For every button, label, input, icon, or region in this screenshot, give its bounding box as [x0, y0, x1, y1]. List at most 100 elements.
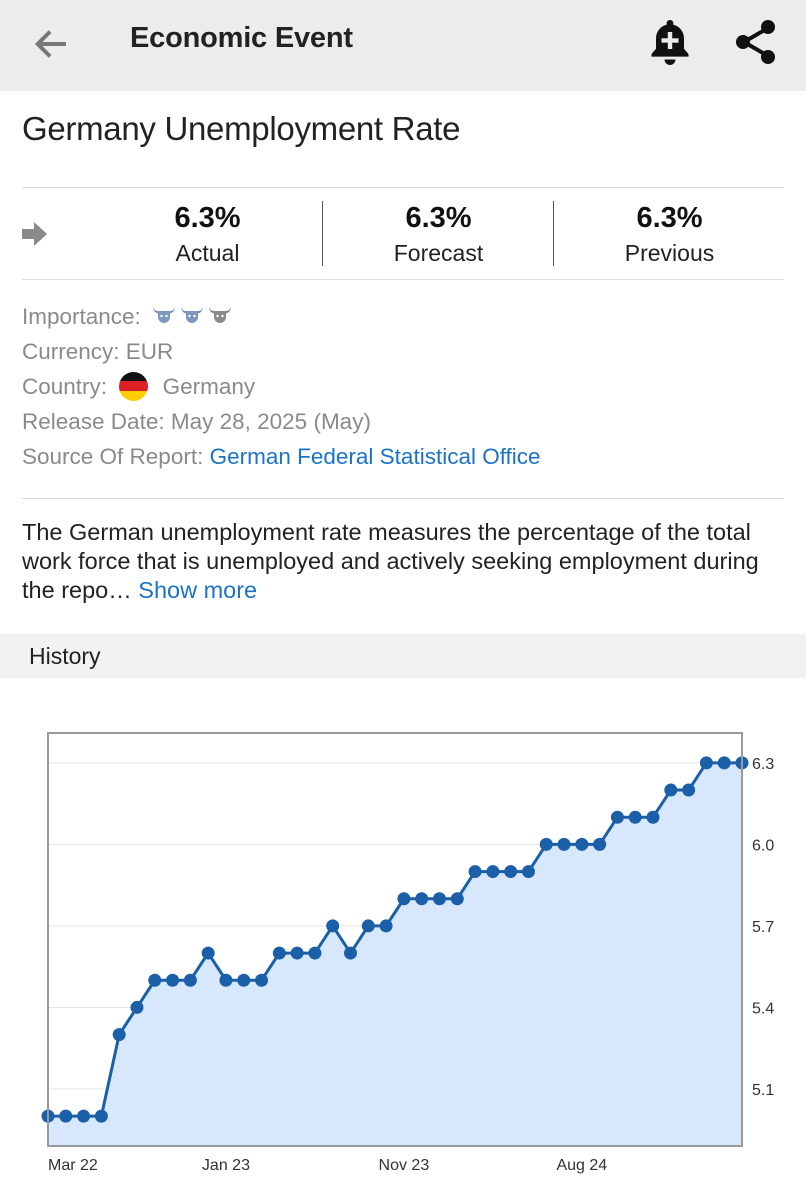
data-point	[593, 837, 607, 851]
data-point	[539, 837, 553, 851]
divider	[22, 498, 784, 499]
x-tick-label: Nov 23	[379, 1157, 430, 1174]
data-point	[308, 946, 322, 960]
data-point	[432, 892, 446, 906]
back-button[interactable]	[30, 22, 74, 66]
country-value: Germany	[162, 374, 256, 399]
country-label: Country:	[22, 374, 108, 399]
currency-row: Currency: EUR	[22, 337, 173, 367]
x-tick-label: Jan 23	[202, 1157, 250, 1174]
y-tick-label: 5.4	[752, 1000, 774, 1017]
data-point	[610, 810, 624, 824]
stat-previous-label: Previous	[624, 240, 715, 266]
data-point	[148, 973, 162, 987]
stat-actual-value: 6.3%	[174, 202, 241, 234]
share-button[interactable]	[733, 18, 779, 66]
data-point	[77, 1109, 91, 1123]
stat-separator	[322, 201, 323, 266]
x-tick-label: Mar 22	[48, 1157, 98, 1174]
data-point	[94, 1109, 108, 1123]
history-label: History	[29, 643, 101, 669]
top-app-bar: Economic Event	[0, 0, 806, 91]
data-point	[450, 892, 464, 906]
data-point	[255, 973, 269, 987]
data-point	[237, 973, 251, 987]
show-more-link[interactable]: Show more	[138, 577, 258, 603]
data-point	[664, 783, 678, 797]
release-date-row: Release Date: May 28, 2025 (May)	[22, 407, 371, 437]
data-point	[415, 892, 429, 906]
source-label: Source Of Report:	[22, 444, 204, 469]
source-link[interactable]: German Federal Statistical Office	[209, 444, 541, 469]
y-tick-label: 6.3	[752, 756, 774, 773]
data-point	[379, 919, 393, 933]
data-point	[468, 865, 482, 879]
back-arrow-icon	[34, 30, 66, 58]
event-description: The German unemployment rate measures th…	[22, 518, 787, 605]
series-area	[48, 762, 742, 1146]
stat-previous-value: 6.3%	[636, 202, 703, 234]
history-section-header: History	[0, 634, 806, 678]
divider	[22, 187, 784, 188]
divider	[22, 279, 784, 280]
stat-forecast-value: 6.3%	[405, 202, 472, 234]
importance-rating	[151, 303, 235, 333]
y-tick-label: 6.0	[752, 837, 774, 854]
stats-row: 6.3% Actual 6.3% Forecast 6.3% Previous	[22, 188, 784, 279]
data-point	[646, 810, 660, 824]
stat-actual: 6.3% Actual	[92, 188, 323, 279]
bull-icon	[181, 307, 204, 324]
release-date-label: Release Date:	[22, 409, 165, 434]
data-point	[397, 892, 411, 906]
y-tick-label: 5.7	[752, 919, 774, 936]
data-point	[521, 865, 535, 879]
data-point	[326, 919, 340, 933]
right-arrow-icon	[22, 222, 47, 246]
description-text: The German unemployment rate measures th…	[22, 519, 759, 603]
germany-flag-icon	[119, 371, 149, 401]
currency-value: EUR	[125, 339, 174, 364]
data-point	[504, 865, 518, 879]
data-point	[272, 946, 286, 960]
importance-label: Importance:	[22, 304, 141, 329]
data-point	[575, 837, 589, 851]
stat-forecast-label: Forecast	[393, 240, 484, 266]
stat-previous: 6.3% Previous	[554, 188, 785, 279]
data-point	[112, 1028, 126, 1042]
stat-forecast: 6.3% Forecast	[323, 188, 554, 279]
data-point	[166, 973, 180, 987]
data-point	[201, 946, 215, 960]
data-point	[219, 973, 233, 987]
data-point	[290, 946, 304, 960]
series-line	[48, 761, 742, 1118]
data-point	[682, 783, 696, 797]
stat-separator	[553, 201, 554, 266]
data-point	[183, 973, 197, 987]
bull-icon	[153, 307, 176, 324]
source-row: Source Of Report: German Federal Statist…	[22, 442, 541, 472]
bell-plus-icon	[651, 20, 689, 65]
event-title: Germany Unemployment Rate	[22, 110, 461, 147]
data-point	[344, 946, 358, 960]
plot-border	[47, 732, 743, 1147]
x-tick-label: Aug 24	[556, 1157, 607, 1174]
data-point	[699, 756, 713, 770]
data-point	[130, 1000, 144, 1014]
release-date-value: May 28, 2025 (May)	[170, 409, 371, 434]
add-alert-button[interactable]	[646, 16, 694, 68]
bull-icon	[209, 307, 232, 324]
stat-actual-label: Actual	[175, 240, 240, 266]
data-point	[628, 810, 642, 824]
data-point	[557, 837, 571, 851]
importance-row: Importance:	[22, 302, 235, 332]
y-tick-label: 5.1	[752, 1082, 774, 1099]
data-point	[486, 865, 500, 879]
history-chart: 5.1 5.4 5.7 6.0 6.3 Mar 22 Jan 23 Nov 23 Aug 24	[41, 732, 774, 1174]
data-point	[59, 1109, 73, 1123]
data-point	[717, 756, 731, 770]
screen-title: Economic Event	[130, 22, 353, 54]
share-icon	[736, 20, 775, 64]
country-row: Country: Germany	[22, 371, 256, 402]
data-point	[361, 919, 375, 933]
currency-label: Currency:	[22, 339, 120, 364]
